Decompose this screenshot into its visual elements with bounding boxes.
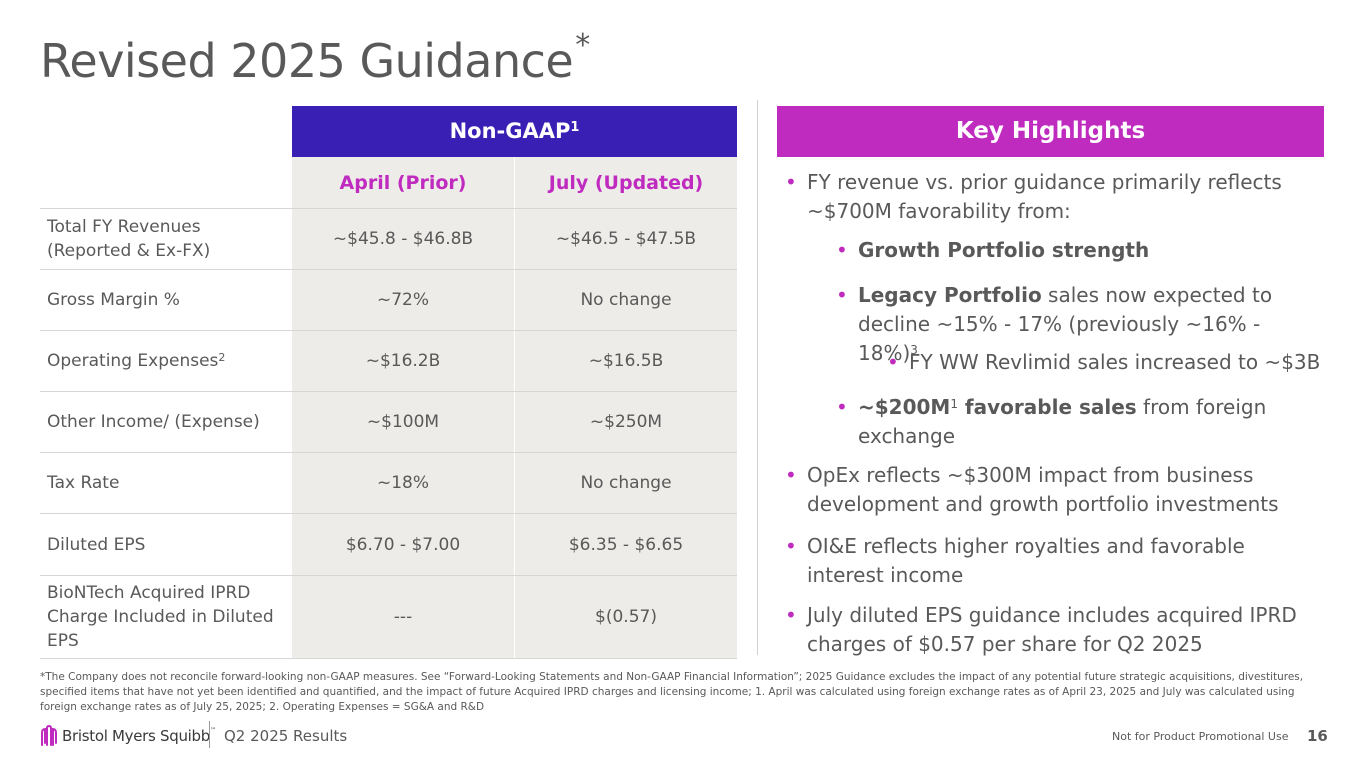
july-value: No change [515,270,737,330]
footnote: *The Company does not reconcile forward-… [40,671,1304,713]
bullet-icon: • [836,395,848,419]
july-value: ~$16.5B [515,331,737,391]
table-row: Gross Margin % ~72% No change [40,270,737,331]
page-number: 16 [1307,727,1328,745]
title-asterisk: * [575,28,590,63]
april-value: ~$16.2B [292,331,515,391]
list-item: • Growth Portfolio strength [836,236,1326,265]
bullet-icon: • [785,603,797,627]
col-header-july: July (Updated) [515,157,737,208]
list-item: • FY revenue vs. prior guidance primaril… [785,170,1282,223]
table-row: Other Income/ (Expense) ~$100M ~$250M [40,392,737,453]
list-item: • FY WW Revlimid sales increased to ~$3B [887,348,1327,377]
footer-divider [209,721,210,748]
table-row: Total FY Revenues (Reported & Ex-FX) ~$4… [40,209,737,270]
row-label: Operating Expenses 2 [47,351,226,371]
table-row: BioNTech Acquired IPRD Charge Included i… [40,576,737,659]
footer-disclaimer: Not for Product Promotional Use [1112,730,1289,743]
list-item: • Legacy Portfolio sales now expected to… [836,283,1273,365]
bms-logo-icon [41,725,57,746]
list-item: • OI&E reflects higher royalties and fav… [785,534,1245,587]
table-column-header-row: April (Prior) July (Updated) [40,157,737,209]
row-label: Total FY Revenues (Reported & Ex-FX) [47,217,211,261]
col-header-april: April (Prior) [292,157,515,208]
bullet-icon: • [887,350,899,374]
bullet-icon: • [836,238,848,262]
bullet-icon: • [836,283,848,307]
bullet-icon: • [785,463,797,487]
column-divider [757,100,758,655]
table-row: Tax Rate ~18% No change [40,453,737,514]
footer-subtitle: Q2 2025 Results [224,727,348,745]
april-value: ~18% [292,453,515,513]
bullet-icon: • [785,534,797,558]
april-value: ~72% [292,270,515,330]
july-value: ~$46.5 - $47.5B [515,209,737,269]
list-item: • OpEx reflects ~$300M impact from busin… [785,463,1279,516]
july-value: $(0.57) [515,576,737,658]
bms-logo: Bristol Myers Squibb™ [40,723,216,749]
april-value: --- [292,576,515,658]
row-label: Other Income/ (Expense) [47,412,260,432]
july-value: ~$250M [515,392,737,452]
row-label: BioNTech Acquired IPRD Charge Included i… [47,583,274,651]
april-value: ~$45.8 - $46.8B [292,209,515,269]
table-row: Operating Expenses 2 ~$16.2B ~$16.5B [40,331,737,392]
april-value: ~$100M [292,392,515,452]
brand-name: Bristol Myers Squibb™ [62,727,216,745]
july-value: No change [515,453,737,513]
bullet-icon: • [785,170,797,194]
page-title: Revised 2025 Guidance* [40,28,590,88]
row-label: Tax Rate [47,473,120,493]
april-value: $6.70 - $7.00 [292,514,515,575]
key-highlights-header: Key Highlights [777,106,1324,157]
table-row: Diluted EPS $6.70 - $7.00 $6.35 - $6.65 [40,514,737,576]
table-header-non-gaap: Non-GAAP1 [292,106,737,157]
list-item: • July diluted EPS guidance includes acq… [785,603,1297,656]
july-value: $6.35 - $6.65 [515,514,737,575]
list-item: • ~$200M1 favorable sales from foreign e… [836,395,1267,448]
row-label: Diluted EPS [47,534,146,555]
row-label: Gross Margin % [47,290,180,310]
